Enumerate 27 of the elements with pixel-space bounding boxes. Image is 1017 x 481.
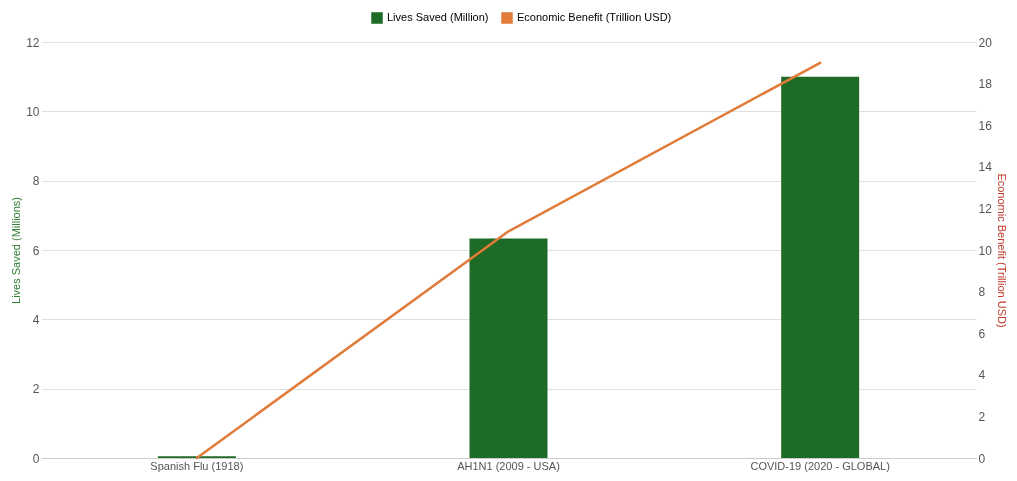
y-tick-label: 10 — [26, 104, 40, 119]
y2-tick-label: 4 — [978, 368, 986, 383]
y2-tick-label: 14 — [978, 160, 993, 175]
bar — [781, 76, 860, 458]
y2-tick-label: 10 — [978, 243, 993, 258]
y-tick-label: 0 — [32, 451, 40, 466]
y2-tick-label: 20 — [978, 35, 993, 50]
y-tick-label: 6 — [32, 243, 40, 258]
y2-tick-label: 16 — [978, 118, 993, 133]
y2-tick-label: 12 — [978, 201, 993, 216]
y2-tick-label: 2 — [978, 409, 986, 424]
bar — [469, 238, 548, 458]
y2-tick-label: 18 — [978, 77, 993, 92]
x-tick-label: AH1N1 (2009 - USA) — [457, 459, 560, 472]
y-tick-label: 12 — [26, 35, 40, 50]
x-tick-label: COVID-19 (2020 - GLOBAL) — [750, 459, 890, 472]
y-tick-label: 4 — [32, 312, 40, 327]
y-tick-label: 2 — [32, 382, 40, 397]
x-tick-label: Spanish Flu (1918) — [150, 459, 244, 472]
y2-axis-title: Economic Benefit (Trillion USD) — [995, 173, 1008, 328]
y-axis-title: Lives Saved (Millions) — [10, 197, 23, 304]
legend-label: Lives Saved (Million) — [387, 11, 489, 23]
y2-tick-label: 8 — [978, 285, 986, 300]
y2-tick-label: 6 — [978, 326, 986, 341]
y-tick-label: 8 — [32, 174, 40, 189]
y2-tick-label: 0 — [978, 451, 986, 466]
legend-label: Economic Benefit (Trillion USD) — [517, 11, 672, 23]
